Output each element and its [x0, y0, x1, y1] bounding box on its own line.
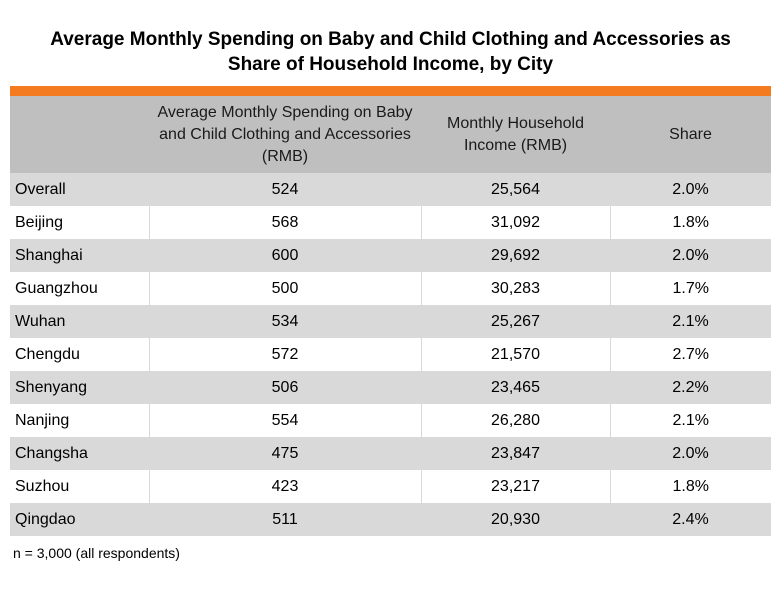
city-cell: Changsha [15, 444, 88, 462]
income-cell: 26,280 [420, 404, 610, 437]
header-city [10, 96, 149, 173]
footnote: n = 3,000 (all respondents) [13, 545, 180, 561]
spending-cell: 534 [271, 312, 299, 330]
income-cell: 23,465 [491, 378, 540, 396]
share-cell: 2.7% [609, 338, 771, 371]
table-row: Changsha 475 23,847 2.0% [10, 437, 771, 470]
header-income: Monthly Household Income (RMB) [447, 114, 584, 154]
city-cell: Suzhou [15, 477, 70, 495]
share-cell: 1.8% [609, 206, 771, 239]
spending-cell: 524 [271, 180, 299, 198]
city-cell: Wuhan [15, 312, 66, 330]
table-row: Suzhou 423 23,217 1.8% [10, 470, 771, 503]
income-cell: 23,217 [420, 470, 610, 503]
spending-cell: 506 [271, 378, 299, 396]
share-cell: 2.1% [609, 404, 771, 437]
spending-cell: 568 [148, 206, 421, 239]
spending-cell: 500 [148, 272, 421, 305]
share-cell: 2.0% [672, 246, 709, 264]
table-row: Overall 524 25,564 2.0% [10, 173, 771, 206]
spending-table: Average Monthly Spending on Baby and Chi… [10, 96, 771, 536]
spending-cell: 475 [271, 444, 299, 462]
share-cell: 2.1% [672, 312, 709, 330]
income-cell: 23,847 [491, 444, 540, 462]
spending-cell: 554 [148, 404, 421, 437]
spending-cell: 572 [148, 338, 421, 371]
income-cell: 21,570 [420, 338, 610, 371]
accent-bar [10, 86, 771, 96]
share-cell: 1.7% [609, 272, 771, 305]
city-cell: Overall [15, 180, 66, 198]
share-cell: 1.8% [609, 470, 771, 503]
table-row: Chengdu 572 21,570 2.7% [10, 338, 771, 371]
header-share: Share [669, 125, 712, 143]
table-row: Qingdao 511 20,930 2.4% [10, 503, 771, 536]
income-cell: 25,267 [491, 312, 540, 330]
city-cell: Qingdao [15, 510, 76, 528]
city-cell: Shenyang [15, 378, 88, 396]
page-title: Average Monthly Spending on Baby and Chi… [10, 27, 771, 77]
table-body: Overall 524 25,564 2.0% Beijing 568 31,092 1.8%… [10, 173, 771, 536]
income-cell: 30,283 [420, 272, 610, 305]
income-cell: 31,092 [420, 206, 610, 239]
table-row: Shanghai 600 29,692 2.0% [10, 239, 771, 272]
income-cell: 20,930 [491, 510, 540, 528]
city-cell: Chengdu [15, 345, 80, 363]
city-cell: Guangzhou [15, 279, 98, 297]
share-cell: 2.0% [672, 444, 709, 462]
title-line-1: Average Monthly Spending on Baby and Chi… [50, 29, 731, 50]
city-cell: Shanghai [15, 246, 83, 264]
table-header-row: Average Monthly Spending on Baby and Chi… [10, 96, 771, 173]
spending-cell: 600 [271, 246, 299, 264]
city-cell: Nanjing [15, 411, 70, 429]
header-spending: Average Monthly Spending on Baby and Chi… [157, 103, 413, 165]
title-line-2: Share of Household Income, by City [227, 54, 554, 75]
table-row: Shenyang 506 23,465 2.2% [10, 371, 771, 404]
spending-cell: 511 [272, 510, 298, 528]
city-cell: Beijing [15, 213, 64, 231]
spending-cell: 423 [148, 470, 421, 503]
share-cell: 2.0% [672, 180, 709, 198]
table-row: Beijing 568 31,092 1.8% [10, 206, 771, 239]
table-row: Wuhan 534 25,267 2.1% [10, 305, 771, 338]
income-cell: 25,564 [491, 180, 540, 198]
share-cell: 2.4% [672, 510, 709, 528]
share-cell: 2.2% [672, 378, 709, 396]
table-row: Guangzhou 500 30,283 1.7% [10, 272, 771, 305]
income-cell: 29,692 [491, 246, 540, 264]
table-row: Nanjing 554 26,280 2.1% [10, 404, 771, 437]
